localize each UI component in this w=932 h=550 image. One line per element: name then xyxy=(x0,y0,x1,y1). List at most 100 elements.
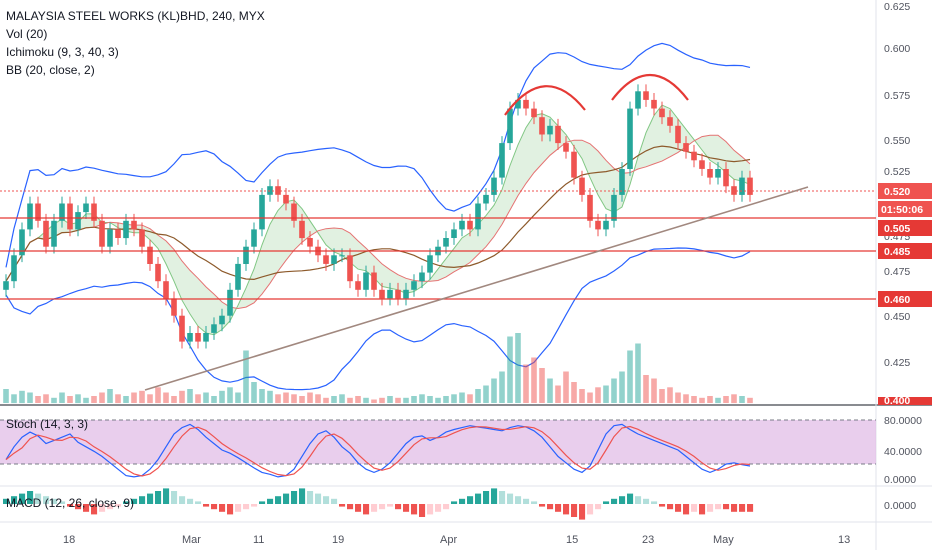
candle-body xyxy=(11,255,17,282)
candle-body xyxy=(539,117,545,135)
candle-body xyxy=(59,203,65,221)
candle-body xyxy=(107,229,113,247)
volume-bar xyxy=(139,390,145,404)
macd-bar xyxy=(483,491,490,504)
candle-body xyxy=(731,186,737,195)
volume-bar xyxy=(251,382,257,403)
candle-body xyxy=(643,91,649,100)
svg-text:0.520: 0.520 xyxy=(884,186,910,198)
candle-body xyxy=(747,177,753,195)
macd-bar xyxy=(67,504,74,507)
candle-body xyxy=(147,246,153,264)
volume-bar xyxy=(691,396,697,403)
volume-bar xyxy=(163,392,169,403)
candle-body xyxy=(563,143,569,152)
svg-text:0.400: 0.400 xyxy=(884,395,910,407)
macd-bar xyxy=(115,504,122,507)
candle-body xyxy=(51,220,57,247)
price-axis-label: 0.600 xyxy=(884,43,910,55)
candle-body xyxy=(227,289,233,316)
volume-bar xyxy=(243,350,249,403)
volume-bar xyxy=(659,389,665,403)
volume-bar xyxy=(83,397,89,404)
candle-body xyxy=(523,99,529,109)
macd-bar xyxy=(355,504,362,512)
candle-body xyxy=(635,91,641,109)
trend-line[interactable] xyxy=(144,186,809,391)
candle-body xyxy=(3,281,9,290)
candle-body xyxy=(571,151,577,178)
price-tag-0400: 0.400 xyxy=(878,395,932,407)
macd-bar xyxy=(163,488,170,504)
macd-bar xyxy=(387,504,394,507)
candle-body xyxy=(243,246,249,264)
macd-bar xyxy=(523,498,530,504)
macd-bar xyxy=(435,504,442,512)
candle-body xyxy=(27,203,33,230)
volume-bar xyxy=(99,392,105,403)
macd-bar xyxy=(555,504,562,512)
time-axis-label: 23 xyxy=(642,534,654,546)
candle-body xyxy=(171,298,177,316)
volume-bar xyxy=(499,371,505,403)
volume-bar xyxy=(67,396,73,403)
candle-body xyxy=(699,160,705,169)
macd-bar xyxy=(331,498,338,504)
macd-bar xyxy=(267,498,274,504)
macd-label: MACD (12, 26, close, 9) xyxy=(6,496,134,510)
volume-bar xyxy=(699,397,705,404)
candle-body xyxy=(603,220,609,230)
candle-body xyxy=(739,177,745,195)
price-axis-label: 0.575 xyxy=(884,90,910,102)
volume-bar xyxy=(299,396,305,403)
macd-bar xyxy=(563,504,570,515)
macd-bar xyxy=(307,491,314,504)
macd-bar xyxy=(59,501,66,504)
macd-bar xyxy=(507,493,514,504)
candle-body xyxy=(307,238,313,247)
legend-symbol: MALAYSIA STEEL WORKS (KL)BHD, 240, MYX xyxy=(6,9,265,23)
volume-bar xyxy=(451,394,457,404)
macd-bar xyxy=(299,488,306,504)
candle-body xyxy=(163,281,169,299)
candle-body xyxy=(267,186,273,195)
volume-bar xyxy=(203,392,209,403)
volume-bar xyxy=(747,397,753,404)
macd-bar xyxy=(611,498,618,504)
volume-bar xyxy=(355,396,361,403)
macd-bar xyxy=(203,504,210,507)
head-arc[interactable] xyxy=(611,74,689,101)
candle-body xyxy=(411,281,417,290)
svg-text:0.460: 0.460 xyxy=(884,294,910,306)
macd-bar xyxy=(323,496,330,504)
macd-bar xyxy=(467,496,474,504)
candle-body xyxy=(363,272,369,290)
volume-bar xyxy=(443,396,449,403)
candle-body xyxy=(347,255,353,282)
macd-bar xyxy=(195,501,202,504)
ichimoku-span-a xyxy=(5,104,751,336)
volume-bar xyxy=(475,389,481,403)
candle-body xyxy=(659,108,665,118)
macd-bar xyxy=(491,488,498,504)
volume-bar xyxy=(491,378,497,403)
macd-bar xyxy=(627,493,634,504)
candle-body xyxy=(555,125,561,144)
price-tag-0505: 0.505 xyxy=(878,220,932,236)
macd-bar xyxy=(347,504,354,510)
volume-bar xyxy=(155,387,161,404)
candle-body xyxy=(467,220,473,230)
macd-bar xyxy=(699,504,706,515)
price-axis-label: 0.475 xyxy=(884,266,910,278)
candle-body xyxy=(91,203,97,221)
macd-bar xyxy=(291,491,298,504)
plot-layer xyxy=(3,42,754,520)
candle-body xyxy=(283,194,289,204)
left-shoulder-arc[interactable] xyxy=(504,85,586,116)
volume-bar xyxy=(91,396,97,403)
candle-body xyxy=(235,263,241,290)
volume-bar xyxy=(419,394,425,404)
candle-body xyxy=(395,289,401,299)
